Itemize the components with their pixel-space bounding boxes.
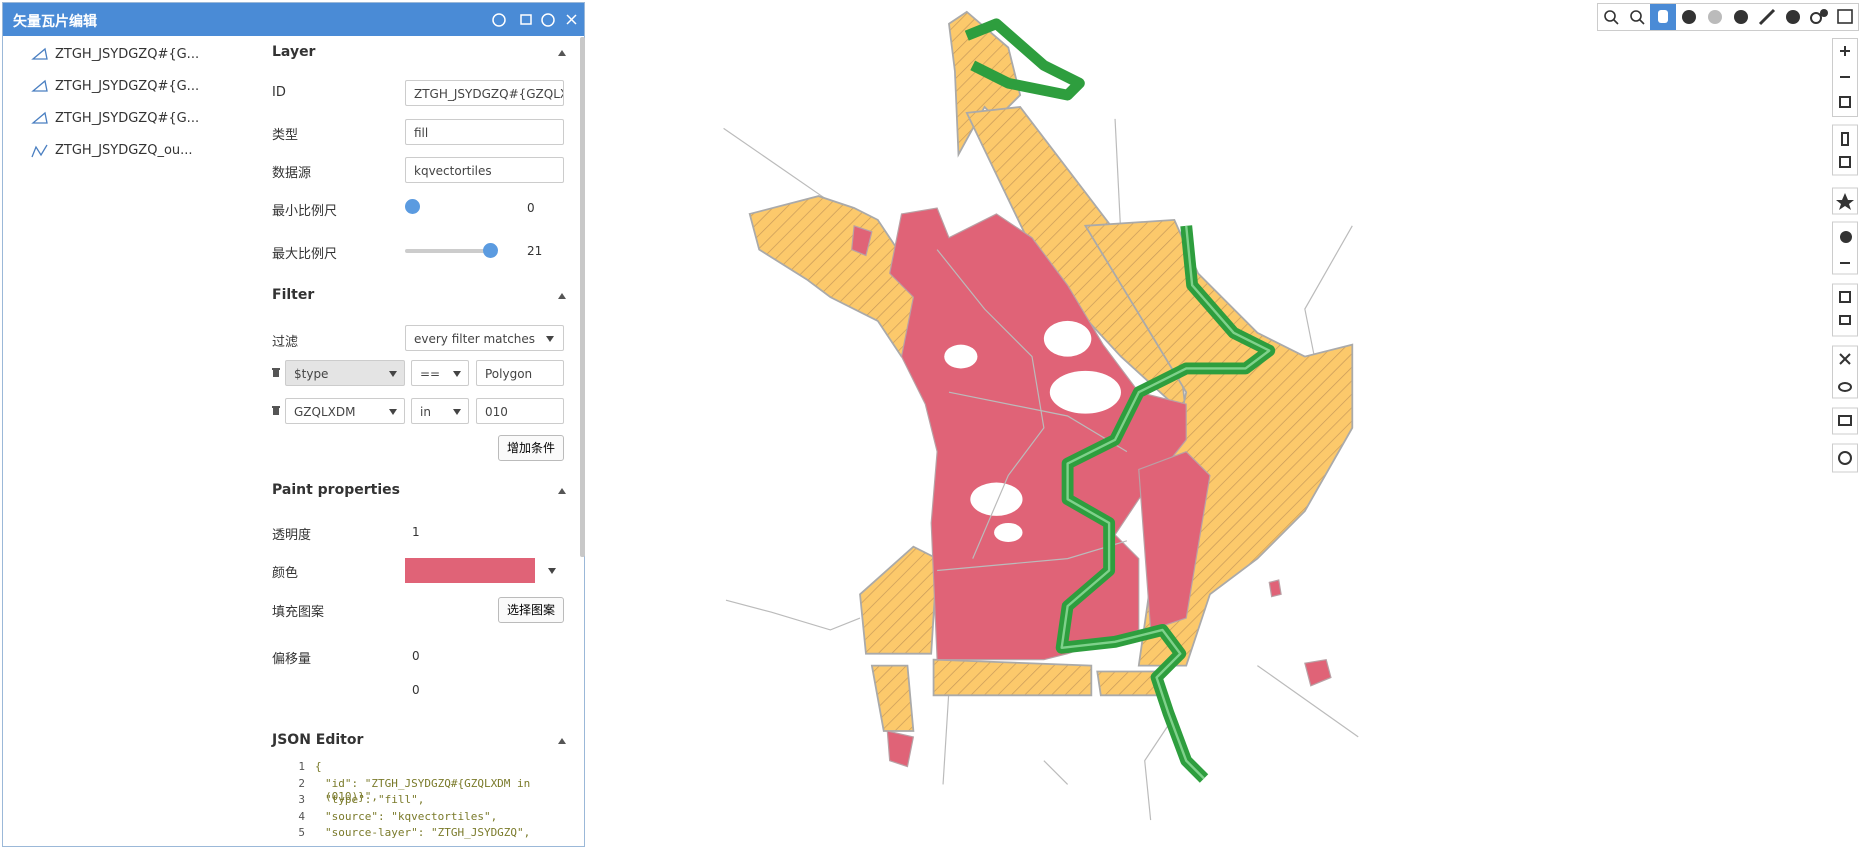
collapse-icon[interactable] (558, 50, 566, 56)
field-label: 填充图案 (272, 605, 325, 620)
dropdown-arrow[interactable] (548, 568, 556, 574)
section-title: Layer (272, 44, 316, 60)
field-label: 过滤 (272, 335, 299, 350)
panel-header: 矢量瓦片编辑 (3, 3, 584, 36)
vector-tile-panel: 矢量瓦片编辑 ZTGH_JSYDGZQ#{G... ZTGH_JSYDGZQ#{… (2, 2, 585, 847)
code-line: "type": "fill", (325, 793, 425, 807)
field-label: 类型 (272, 128, 299, 143)
text-input[interactable]: fill (405, 119, 564, 145)
field-label: 数据源 (272, 166, 312, 181)
color-swatch[interactable] (405, 558, 535, 583)
line-number: 4 (298, 809, 305, 823)
dropdown-arrow (389, 409, 397, 415)
slider-value: 21 (527, 244, 543, 258)
layer-icons (31, 47, 48, 158)
scrollbar[interactable] (580, 37, 585, 557)
code-line: "source-layer": "ZTGH_JSYDGZQ", (325, 826, 531, 840)
add-condition-button[interactable]: 增加条件 (498, 435, 565, 461)
slider-knob[interactable] (405, 199, 420, 214)
collapse-icon[interactable] (558, 488, 566, 494)
select[interactable]: GZQLXDM (285, 398, 405, 424)
text-input[interactable]: 010 (476, 398, 564, 424)
header-icons[interactable] (490, 10, 580, 30)
text-input[interactable]: Polygon (476, 360, 564, 386)
dropdown-arrow (546, 336, 554, 342)
map-toolbar (1597, 3, 1859, 31)
select[interactable]: in (411, 398, 469, 424)
delete-icons[interactable] (271, 366, 281, 416)
layer-item[interactable]: ZTGH_JSYDGZQ_ou... (55, 143, 193, 158)
section-title: Paint properties (272, 482, 400, 498)
text-input[interactable]: ZTGH_JSYDGZQ#{GZQLXD (405, 80, 564, 106)
opacity-value: 1 (412, 525, 420, 539)
dropdown-arrow (453, 409, 461, 415)
dropdown-arrow (453, 371, 461, 377)
layer-item[interactable]: ZTGH_JSYDGZQ#{G... (55, 111, 200, 126)
pattern-button[interactable]: 选择图案 (498, 597, 565, 623)
field-label: 透明度 (272, 528, 312, 543)
field-label: 颜色 (272, 566, 299, 581)
line-number: 1 (298, 760, 305, 773)
code-line: { (315, 760, 322, 773)
layer-list: ZTGH_JSYDGZQ#{G... ZTGH_JSYDGZQ#{G... ZT… (9, 47, 259, 167)
section-title: Filter (272, 287, 315, 303)
toolbar-icons (1604, 4, 1853, 30)
slider-track[interactable] (405, 249, 495, 253)
side-icons (1832, 38, 1858, 473)
offset-value: 0 (412, 649, 420, 663)
field-label: ID (272, 85, 286, 100)
select[interactable]: == (411, 360, 469, 386)
collapse-icon[interactable] (558, 738, 566, 744)
slider-knob[interactable] (483, 243, 498, 258)
offset-value: 0 (412, 683, 420, 697)
collapse-icon[interactable] (558, 293, 566, 299)
map-side-toolbar (1832, 38, 1858, 474)
line-number: 2 (298, 776, 305, 790)
line-number: 3 (298, 793, 305, 807)
code-line: "id": "ZTGH_JSYDGZQ#{GZQLXDM in (010)}", (325, 776, 531, 803)
panel-title: 矢量瓦片编辑 (13, 14, 97, 30)
line-number: 5 (298, 826, 305, 840)
section-title: JSON Editor (272, 732, 364, 748)
layer-item[interactable]: ZTGH_JSYDGZQ#{G... (55, 47, 200, 62)
zones (748, 10, 1354, 732)
dropdown-arrow (389, 371, 397, 377)
select[interactable]: $type (285, 360, 405, 386)
field-label: 最大比例尺 (272, 247, 338, 262)
field-label: 偏移量 (272, 652, 312, 667)
layer-item[interactable]: ZTGH_JSYDGZQ#{G... (55, 79, 200, 94)
select[interactable]: every filter matches (405, 325, 564, 351)
code-line: "source": "kqvectortiles", (325, 809, 498, 823)
slider-value: 0 (527, 201, 535, 215)
text-input[interactable]: kqvectortiles (405, 157, 564, 183)
field-label: 最小比例尺 (272, 204, 338, 219)
